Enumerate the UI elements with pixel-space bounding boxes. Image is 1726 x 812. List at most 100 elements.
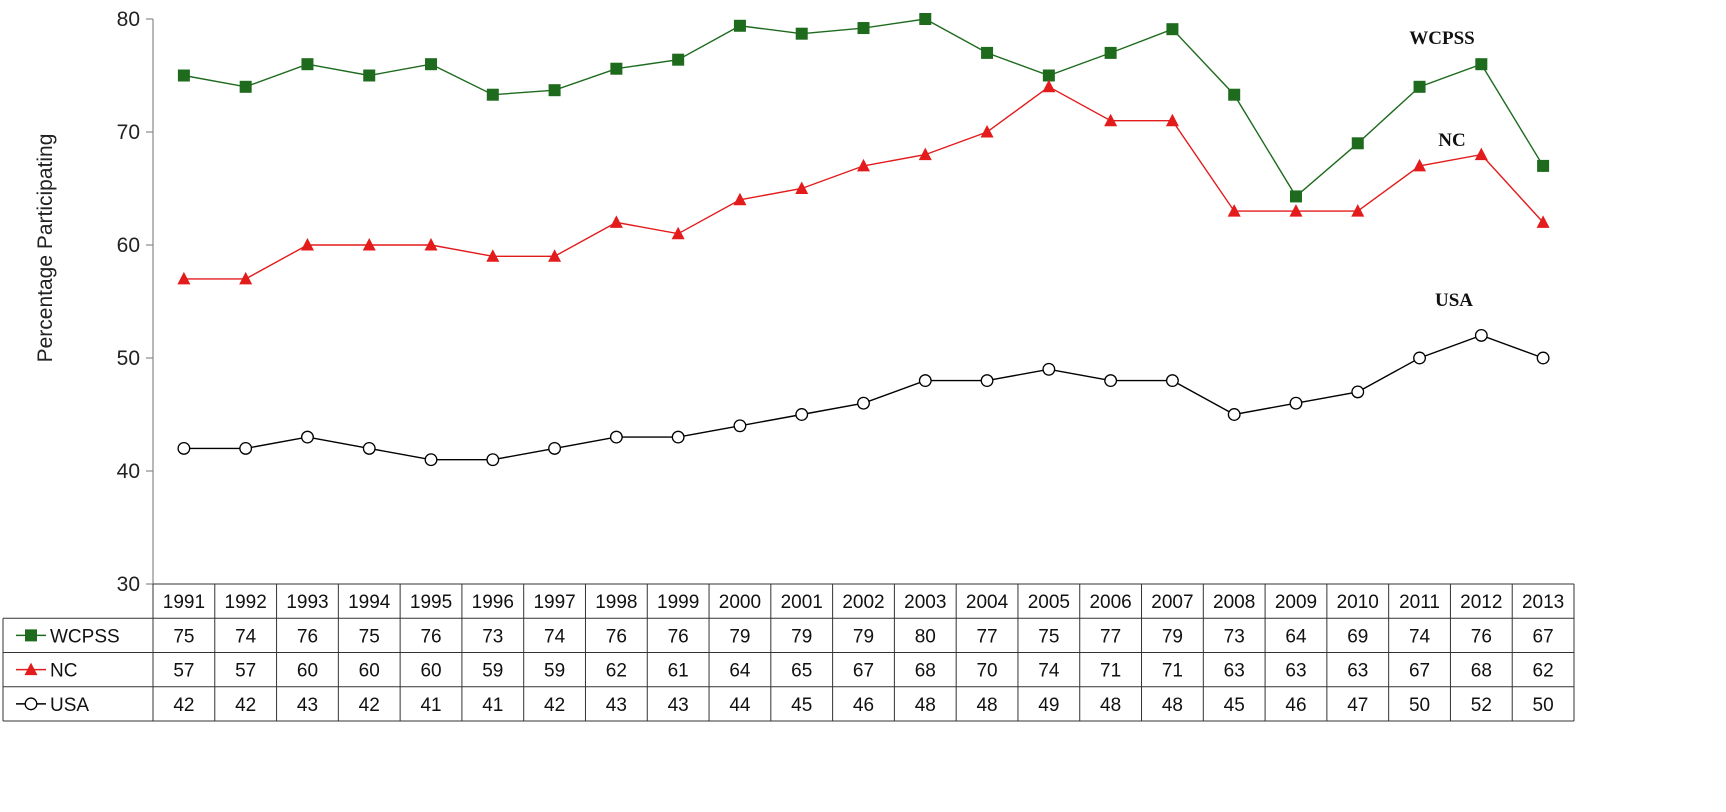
data-label-wcpss: 75 <box>1038 626 1059 647</box>
data-label-wcpss: 75 <box>359 626 380 647</box>
data-label-nc: 60 <box>420 661 441 682</box>
x-tick-label: 1996 <box>472 592 514 613</box>
data-point-usa <box>1351 385 1365 399</box>
data-point-wcpss <box>1351 137 1364 150</box>
data-point-usa <box>671 430 685 444</box>
data-label-usa: 50 <box>1409 695 1430 716</box>
series-label-wcpss: WCPSS <box>1409 28 1474 49</box>
data-label-nc: 67 <box>853 661 874 682</box>
data-point-nc <box>1351 204 1365 217</box>
data-point-nc <box>671 226 685 240</box>
data-label-usa: 48 <box>1100 695 1121 716</box>
y-axis-label: Percentage Participating <box>34 134 57 363</box>
y-tick-label: 70 <box>117 121 140 144</box>
data-label-wcpss: 74 <box>544 626 566 647</box>
data-point-wcpss <box>1042 69 1055 82</box>
data-label-usa: 46 <box>853 695 874 716</box>
data-label-wcpss: 74 <box>235 626 257 647</box>
data-point-usa <box>1227 408 1241 421</box>
data-point-nc <box>857 158 870 172</box>
data-point-wcpss <box>795 27 808 40</box>
x-tick-label: 1997 <box>533 592 575 613</box>
data-label-usa: 42 <box>359 695 380 716</box>
data-point-nc <box>609 215 623 228</box>
legend-marker-nc <box>24 662 38 676</box>
x-tick-label: 1994 <box>348 592 391 613</box>
y-axis-ticks: 30 40 50 60 70 80 <box>117 8 153 596</box>
data-point-nc <box>362 238 376 251</box>
data-point-usa <box>486 453 500 467</box>
x-tick-label: 2004 <box>966 592 1009 613</box>
data-point-usa <box>1536 351 1550 365</box>
data-point-usa <box>1042 362 1056 376</box>
series-nc: NC <box>177 79 1550 285</box>
data-point-wcpss <box>1166 23 1179 36</box>
data-point-usa <box>239 441 253 455</box>
data-point-nc <box>918 147 932 161</box>
data-label-nc: 60 <box>359 661 380 682</box>
legend-item-nc: NC <box>16 661 77 682</box>
data-label-usa: 43 <box>606 695 627 716</box>
data-table: 1991 1992 1993 1994 1995 1996 1997 1998 1999 2000… <box>2 583 1575 722</box>
data-point-nc <box>177 271 191 285</box>
x-tick-label: 2011 <box>1399 592 1440 613</box>
data-point-usa <box>1104 374 1118 388</box>
data-label-wcpss: 80 <box>915 626 936 647</box>
data-point-wcpss <box>610 62 623 75</box>
data-label-usa: 48 <box>1162 695 1183 716</box>
data-point-usa <box>1413 351 1426 365</box>
data-point-wcpss <box>301 58 314 71</box>
x-tick-label: 2008 <box>1213 592 1255 613</box>
data-label-wcpss: 64 <box>1285 626 1307 647</box>
data-label-nc: 59 <box>482 661 503 682</box>
data-label-usa: 47 <box>1347 695 1368 716</box>
data-point-wcpss <box>1289 190 1302 203</box>
data-point-nc <box>486 249 500 262</box>
data-label-wcpss: 76 <box>668 626 689 647</box>
data-label-nc: 57 <box>173 661 194 682</box>
data-label-wcpss: 69 <box>1347 626 1368 647</box>
data-point-nc <box>1227 204 1241 217</box>
data-point-nc <box>733 192 747 206</box>
legend-item-wcpss: WCPSS <box>16 626 120 647</box>
data-label-usa: 50 <box>1533 695 1554 716</box>
data-label-usa: 52 <box>1471 695 1492 716</box>
data-point-nc <box>795 181 809 194</box>
data-point-wcpss <box>1104 46 1117 59</box>
data-point-wcpss <box>239 80 252 93</box>
x-tick-label: 2012 <box>1460 592 1502 613</box>
data-label-usa: 45 <box>1224 695 1245 716</box>
data-point-usa <box>424 453 438 467</box>
data-label-nc: 64 <box>729 661 751 682</box>
data-label-usa: 42 <box>173 695 194 716</box>
data-point-wcpss <box>1413 80 1426 93</box>
y-tick-label: 40 <box>117 460 140 483</box>
data-point-nc <box>424 238 438 251</box>
data-label-usa: 41 <box>420 695 441 716</box>
data-label-nc: 63 <box>1347 661 1368 682</box>
data-point-wcpss <box>363 69 376 82</box>
x-tick-label: 2010 <box>1337 592 1379 613</box>
data-point-nc <box>1413 158 1427 172</box>
data-point-wcpss <box>919 13 932 25</box>
data-point-usa <box>1289 396 1303 410</box>
data-label-wcpss: 79 <box>853 626 874 647</box>
data-point-wcpss <box>1228 88 1241 101</box>
data-point-usa <box>857 396 870 410</box>
data-point-usa <box>301 430 314 444</box>
x-tick-label: 2003 <box>904 592 946 613</box>
data-point-wcpss <box>1537 159 1550 172</box>
x-tick-label: 1993 <box>286 592 328 613</box>
data-label-wcpss: 79 <box>729 626 750 647</box>
x-tick-label: 2005 <box>1028 592 1070 613</box>
data-label-usa: 42 <box>235 695 256 716</box>
series-wcpss: WCPSS <box>177 13 1550 203</box>
legend-marker-wcpss <box>25 629 37 642</box>
data-label-usa: 42 <box>544 695 565 716</box>
data-label-usa: 44 <box>729 695 751 716</box>
data-point-wcpss <box>981 46 994 59</box>
x-tick-label: 1995 <box>410 592 452 613</box>
data-point-wcpss <box>857 22 870 35</box>
data-point-usa <box>1474 328 1488 342</box>
